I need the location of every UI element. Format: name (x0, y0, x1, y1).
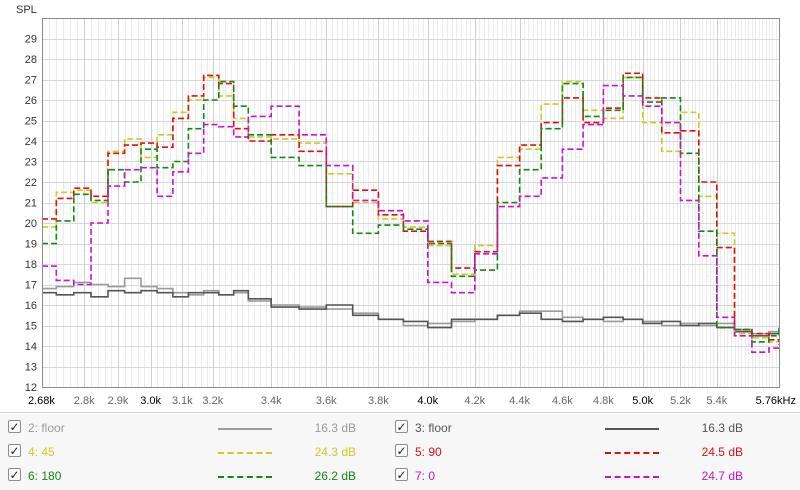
x-tick-label: 3.4k (261, 395, 282, 407)
y-axis-title: SPL (16, 4, 37, 16)
series-2-checkbox[interactable]: ✓ (8, 420, 21, 434)
chart-series (42, 72, 780, 353)
x-tick-label: 4.6k (552, 395, 573, 407)
series-3-value: 16.3 dB (701, 421, 743, 435)
series-4-label: 4: 45 (28, 445, 55, 459)
y-tick-label: 29 (25, 34, 37, 46)
series-2-value: 16.3 dB (314, 421, 356, 435)
series-2-swatch (218, 428, 272, 430)
x-tick-label: 5.76kHz (756, 395, 796, 407)
y-tick-label: 14 (25, 341, 37, 353)
series-line-3 (42, 289, 780, 337)
y-tick-label: 24 (25, 136, 37, 148)
series-line-5 (42, 72, 780, 342)
y-tick-label: 25 (25, 116, 37, 128)
legend-row: ✓ 4: 45 24.3 dB ✓ 5: 90 24.5 dB (0, 441, 800, 463)
x-tick-label: 2.68k (28, 395, 55, 407)
chart-area: SPL 12 13 14 15 16 17 18 19 20 21 22 23 24 25 26 27 28 29… (16, 4, 796, 407)
y-tick-label: 17 (25, 280, 37, 292)
series-4-swatch (218, 452, 272, 454)
y-tick-labels: 12 13 14 15 16 17 18 19 20 21 22 23 24 25 26 27 28 29 (25, 34, 37, 395)
x-tick-label: 4.4k (509, 395, 530, 407)
series-7-swatch (605, 476, 659, 478)
series-line-6 (42, 76, 780, 343)
series-4-checkbox[interactable]: ✓ (8, 444, 21, 458)
x-tick-label: 2.8k (74, 395, 95, 407)
series-7-value: 24.7 dB (701, 469, 743, 483)
series-3-label: 3: floor (415, 421, 452, 435)
legend-table: ✓ 2: floor 16.3 dB ✓ 3: floor 16.3 dB ✓ … (0, 412, 800, 490)
series-5-checkbox[interactable]: ✓ (395, 444, 408, 458)
series-6-value: 26.2 dB (314, 469, 356, 483)
x-tick-label: 3.1k (172, 395, 193, 407)
y-tick-label: 18 (25, 259, 37, 271)
y-tick-label: 13 (25, 362, 37, 374)
series-5-value: 24.5 dB (701, 445, 743, 459)
y-tick-label: 20 (25, 218, 37, 230)
x-tick-label: 5.0k (632, 395, 653, 407)
x-tick-label: 3.6k (316, 395, 337, 407)
y-tick-label: 16 (25, 300, 37, 312)
plot-frame (42, 18, 780, 388)
series-5-label: 5: 90 (415, 445, 442, 459)
y-tick-label: 22 (25, 177, 37, 189)
y-tick-label: 15 (25, 321, 37, 333)
y-tick-label: 27 (25, 75, 37, 87)
x-tick-label: 2.9k (108, 395, 129, 407)
series-6-label: 6: 180 (28, 469, 62, 483)
series-3-checkbox[interactable]: ✓ (395, 420, 408, 434)
series-5-swatch (605, 452, 659, 454)
legend-row: ✓ 6: 180 26.2 dB ✓ 7: 0 24.7 dB (0, 465, 800, 487)
x-tick-label: 5.2k (670, 395, 691, 407)
x-tick-label: 3.0k (140, 395, 161, 407)
series-6-swatch (218, 476, 272, 478)
y-tick-label: 28 (25, 54, 37, 66)
y-tick-label: 21 (25, 198, 37, 210)
series-line-7 (42, 84, 780, 353)
series-3-swatch (605, 428, 659, 430)
chart-grid (42, 18, 780, 387)
series-7-label: 7: 0 (415, 469, 436, 483)
x-tick-label: 5.4k (706, 395, 727, 407)
series-2-label: 2: floor (28, 421, 65, 435)
x-tick-label: 4.8k (593, 395, 614, 407)
series-4-value: 24.3 dB (314, 445, 356, 459)
x-tick-label: 4.0k (417, 395, 438, 407)
x-tick-labels: 2.68k 2.8k 2.9k 3.0k 3.1k 3.2k 3.4k 3.6k 3.8k 4.0… (28, 395, 796, 407)
x-tick-label: 3.8k (368, 395, 389, 407)
y-tick-label: 23 (25, 157, 37, 169)
plot-background (42, 18, 779, 387)
y-tick-label: 12 (25, 382, 37, 394)
series-7-checkbox[interactable]: ✓ (395, 468, 408, 482)
legend-row: ✓ 2: floor 16.3 dB ✓ 3: floor 16.3 dB (0, 417, 800, 439)
spl-line-chart: SPL 12 13 14 15 16 17 18 19 20 21 22 23 24 25 26 27 28 29… (16, 4, 796, 407)
series-6-checkbox[interactable]: ✓ (8, 468, 21, 482)
x-tick-label: 4.2k (464, 395, 485, 407)
y-tick-label: 26 (25, 95, 37, 107)
y-tick-label: 19 (25, 239, 37, 251)
x-tick-label: 3.2k (202, 395, 223, 407)
